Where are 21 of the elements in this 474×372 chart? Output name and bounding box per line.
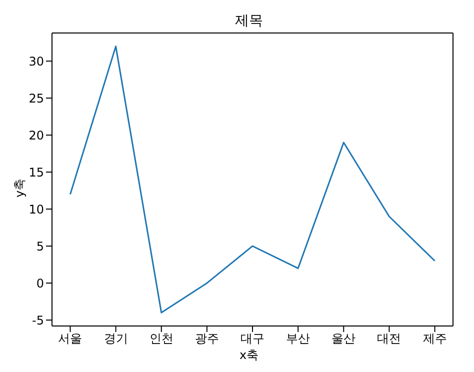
- y-tick-label: 15: [28, 165, 44, 180]
- y-tick-label: 0: [36, 276, 44, 290]
- y-axis-title: y축: [12, 178, 28, 198]
- y-tick-label: 5: [36, 239, 44, 254]
- y-tick-label: -5: [32, 313, 44, 328]
- y-tick-label: 20: [28, 128, 44, 142]
- x-axis-title: x축: [238, 347, 260, 364]
- line-series: [69, 46, 436, 314]
- x-tick-label: 대구: [240, 332, 264, 346]
- x-tick-label: 대전: [377, 332, 402, 346]
- x-tick-label: 광주: [194, 332, 219, 346]
- y-tick-label: 25: [28, 91, 44, 106]
- y-tick-label: 10: [28, 202, 44, 216]
- x-tick-label: 경기: [104, 332, 128, 346]
- chart-title: 제목: [234, 12, 264, 30]
- x-tick-label: 서울: [58, 332, 82, 346]
- x-tick-label: 부산: [286, 332, 310, 346]
- x-tick-label: 인천: [149, 332, 174, 346]
- x-tick-label: 울산: [332, 332, 356, 346]
- y-tick-label: 30: [28, 54, 44, 68]
- x-tick-label: 제주: [422, 332, 447, 346]
